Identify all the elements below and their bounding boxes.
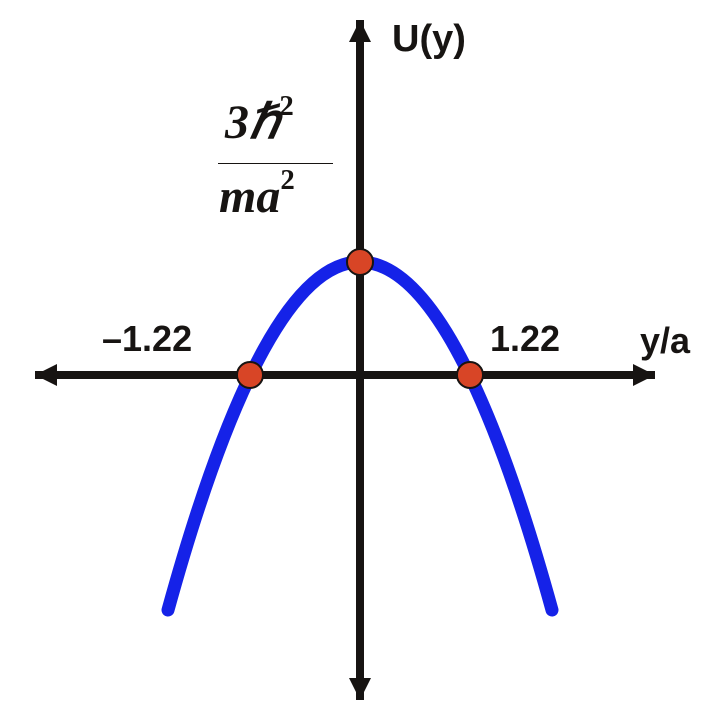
y-intercept-formula: 3ℏ2 <box>225 98 294 147</box>
chart-svg <box>0 0 727 724</box>
y-axis-label: U(y) <box>392 18 466 61</box>
vertex-marker <box>347 249 373 275</box>
formula-denominator: ma2 <box>219 170 295 223</box>
potential-plot: U(y) y/a 3ℏ2 ma2 –1.22 1.22 <box>0 0 727 724</box>
right-root-marker <box>457 362 483 388</box>
y-intercept-formula-denom: ma2 <box>219 172 295 221</box>
formula-numerator: 3ℏ2 <box>225 96 294 149</box>
x-tick-positive: 1.22 <box>490 318 560 360</box>
formula-fraction-line <box>218 163 333 164</box>
x-tick-negative: –1.22 <box>102 318 192 360</box>
left-root-marker <box>237 362 263 388</box>
x-axis-label: y/a <box>640 320 690 362</box>
